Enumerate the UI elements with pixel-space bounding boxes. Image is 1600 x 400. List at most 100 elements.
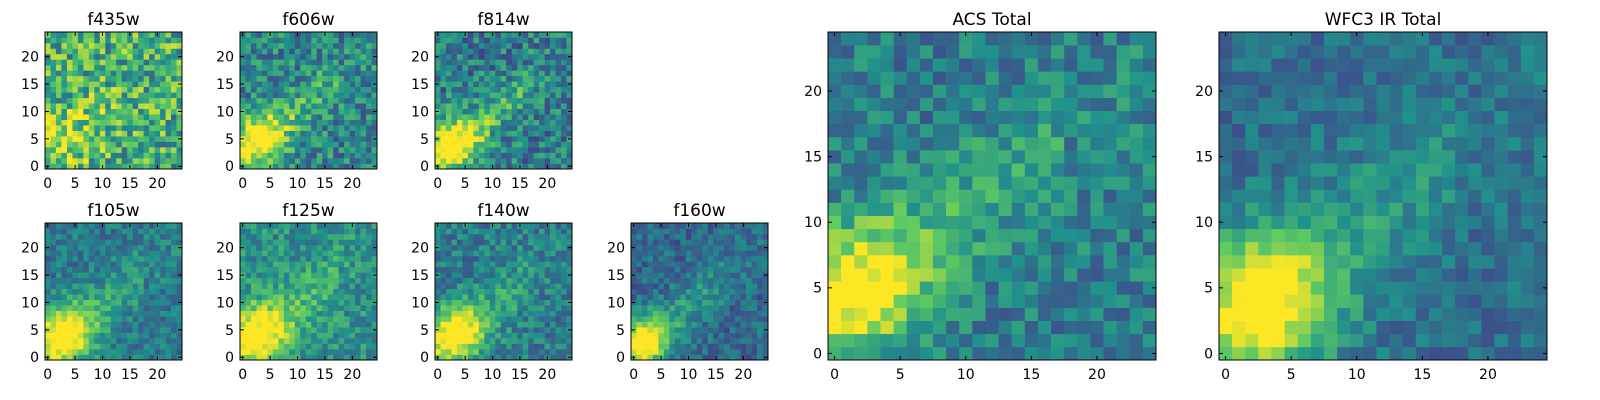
heatmap-cell xyxy=(500,327,507,333)
heatmap-cell xyxy=(305,327,312,333)
heatmap-cell xyxy=(305,37,312,44)
heatmap-cell xyxy=(94,272,101,279)
heatmap-cell xyxy=(757,332,763,339)
heatmap-cell xyxy=(500,141,507,148)
heatmap-cell xyxy=(906,163,921,177)
heatmap-cell xyxy=(61,338,68,344)
heatmap-cell xyxy=(478,163,485,170)
heatmap-cell xyxy=(751,272,758,279)
heatmap-cell xyxy=(250,310,257,317)
heatmap-cell xyxy=(132,141,139,148)
heatmap-cell xyxy=(544,305,551,311)
heatmap-cell xyxy=(272,354,279,361)
heatmap-cell xyxy=(517,147,523,153)
heatmap-cell xyxy=(289,141,296,148)
heatmap-cell xyxy=(462,75,469,82)
heatmap-cell xyxy=(435,125,441,131)
heatmap-cell xyxy=(94,244,101,251)
heatmap-cell xyxy=(110,59,117,66)
heatmap-cell xyxy=(160,147,166,153)
heatmap-cell xyxy=(746,283,752,290)
heatmap-cell xyxy=(311,283,318,290)
heatmap-cell xyxy=(316,277,323,284)
heatmap-cell xyxy=(267,108,274,115)
heatmap-cell xyxy=(467,119,474,126)
heatmap-cell xyxy=(636,321,643,328)
heatmap-cell xyxy=(250,343,257,350)
heatmap-cell xyxy=(1103,333,1117,348)
heatmap-cell xyxy=(647,294,654,301)
heatmap-cell xyxy=(435,130,441,137)
heatmap-cell xyxy=(566,277,573,284)
heatmap-cell xyxy=(517,119,523,126)
heatmap-cell xyxy=(327,147,334,153)
heatmap-cell xyxy=(154,119,161,126)
heatmap-cell xyxy=(1037,294,1052,308)
heatmap-cell xyxy=(250,64,257,71)
heatmap-cell xyxy=(636,239,643,246)
heatmap-cell xyxy=(522,321,529,328)
heatmap-cell xyxy=(344,223,350,229)
heatmap-cell xyxy=(160,332,166,339)
heatmap-cell xyxy=(932,294,947,308)
heatmap-cell xyxy=(555,294,562,301)
heatmap-cell xyxy=(652,239,659,246)
heatmap-cell xyxy=(555,103,562,110)
heatmap-cell xyxy=(919,150,934,164)
heatmap-cell xyxy=(528,327,534,333)
heatmap-cell xyxy=(88,32,95,38)
heatmap-cell xyxy=(484,59,491,66)
heatmap-cell xyxy=(305,283,312,290)
heatmap-cell xyxy=(740,321,747,328)
heatmap-cell xyxy=(473,152,480,159)
heatmap-cell xyxy=(746,266,752,273)
heatmap-cell xyxy=(484,103,491,110)
heatmap-cell xyxy=(500,97,507,104)
heatmap-cell xyxy=(77,299,84,306)
heatmap-cell xyxy=(344,272,350,279)
heatmap-cell xyxy=(256,299,263,306)
heatmap-cell xyxy=(658,299,665,306)
heatmap-cell xyxy=(143,321,150,328)
heatmap-cell xyxy=(45,152,51,159)
heatmap-cell xyxy=(473,299,480,306)
heatmap-cell xyxy=(316,64,323,71)
heatmap-cell xyxy=(729,349,736,355)
heatmap-cell xyxy=(631,283,637,290)
x-tick-label: 15 xyxy=(121,176,139,192)
heatmap-cell xyxy=(729,283,736,290)
heatmap-cell xyxy=(300,163,307,170)
heatmap-cell xyxy=(1103,241,1117,256)
heatmap-cell xyxy=(1090,320,1104,335)
heatmap-cell xyxy=(256,48,263,55)
heatmap-cell xyxy=(55,64,62,71)
heatmap-cell xyxy=(143,48,150,55)
heatmap-cell xyxy=(176,343,183,350)
heatmap-cell xyxy=(360,277,367,284)
heatmap-cell xyxy=(355,288,361,295)
heatmap-cell xyxy=(149,233,155,240)
heatmap-cell xyxy=(99,255,106,262)
heatmap-cell xyxy=(300,261,307,268)
heatmap-cell xyxy=(561,141,567,148)
heatmap-cell xyxy=(366,272,372,279)
heatmap-cell xyxy=(511,299,518,306)
heatmap-cell xyxy=(261,136,268,142)
heatmap-cell xyxy=(495,125,502,131)
heatmap-cell xyxy=(919,320,934,335)
heatmap-cell xyxy=(77,349,84,355)
heatmap-cell xyxy=(631,266,637,273)
heatmap-cell xyxy=(511,92,518,99)
heatmap-cell xyxy=(311,53,318,60)
heatmap-cell xyxy=(77,332,84,339)
heatmap-cell xyxy=(550,37,556,44)
heatmap-cell xyxy=(544,277,551,284)
heatmap-cell xyxy=(998,268,1012,282)
heatmap-cell xyxy=(440,294,447,301)
heatmap-cell xyxy=(278,86,285,93)
heatmap-cell xyxy=(867,320,881,335)
heatmap-cell xyxy=(440,136,447,142)
heatmap-cell xyxy=(467,114,474,120)
heatmap-cell xyxy=(300,272,307,279)
heatmap-cell xyxy=(506,37,513,44)
